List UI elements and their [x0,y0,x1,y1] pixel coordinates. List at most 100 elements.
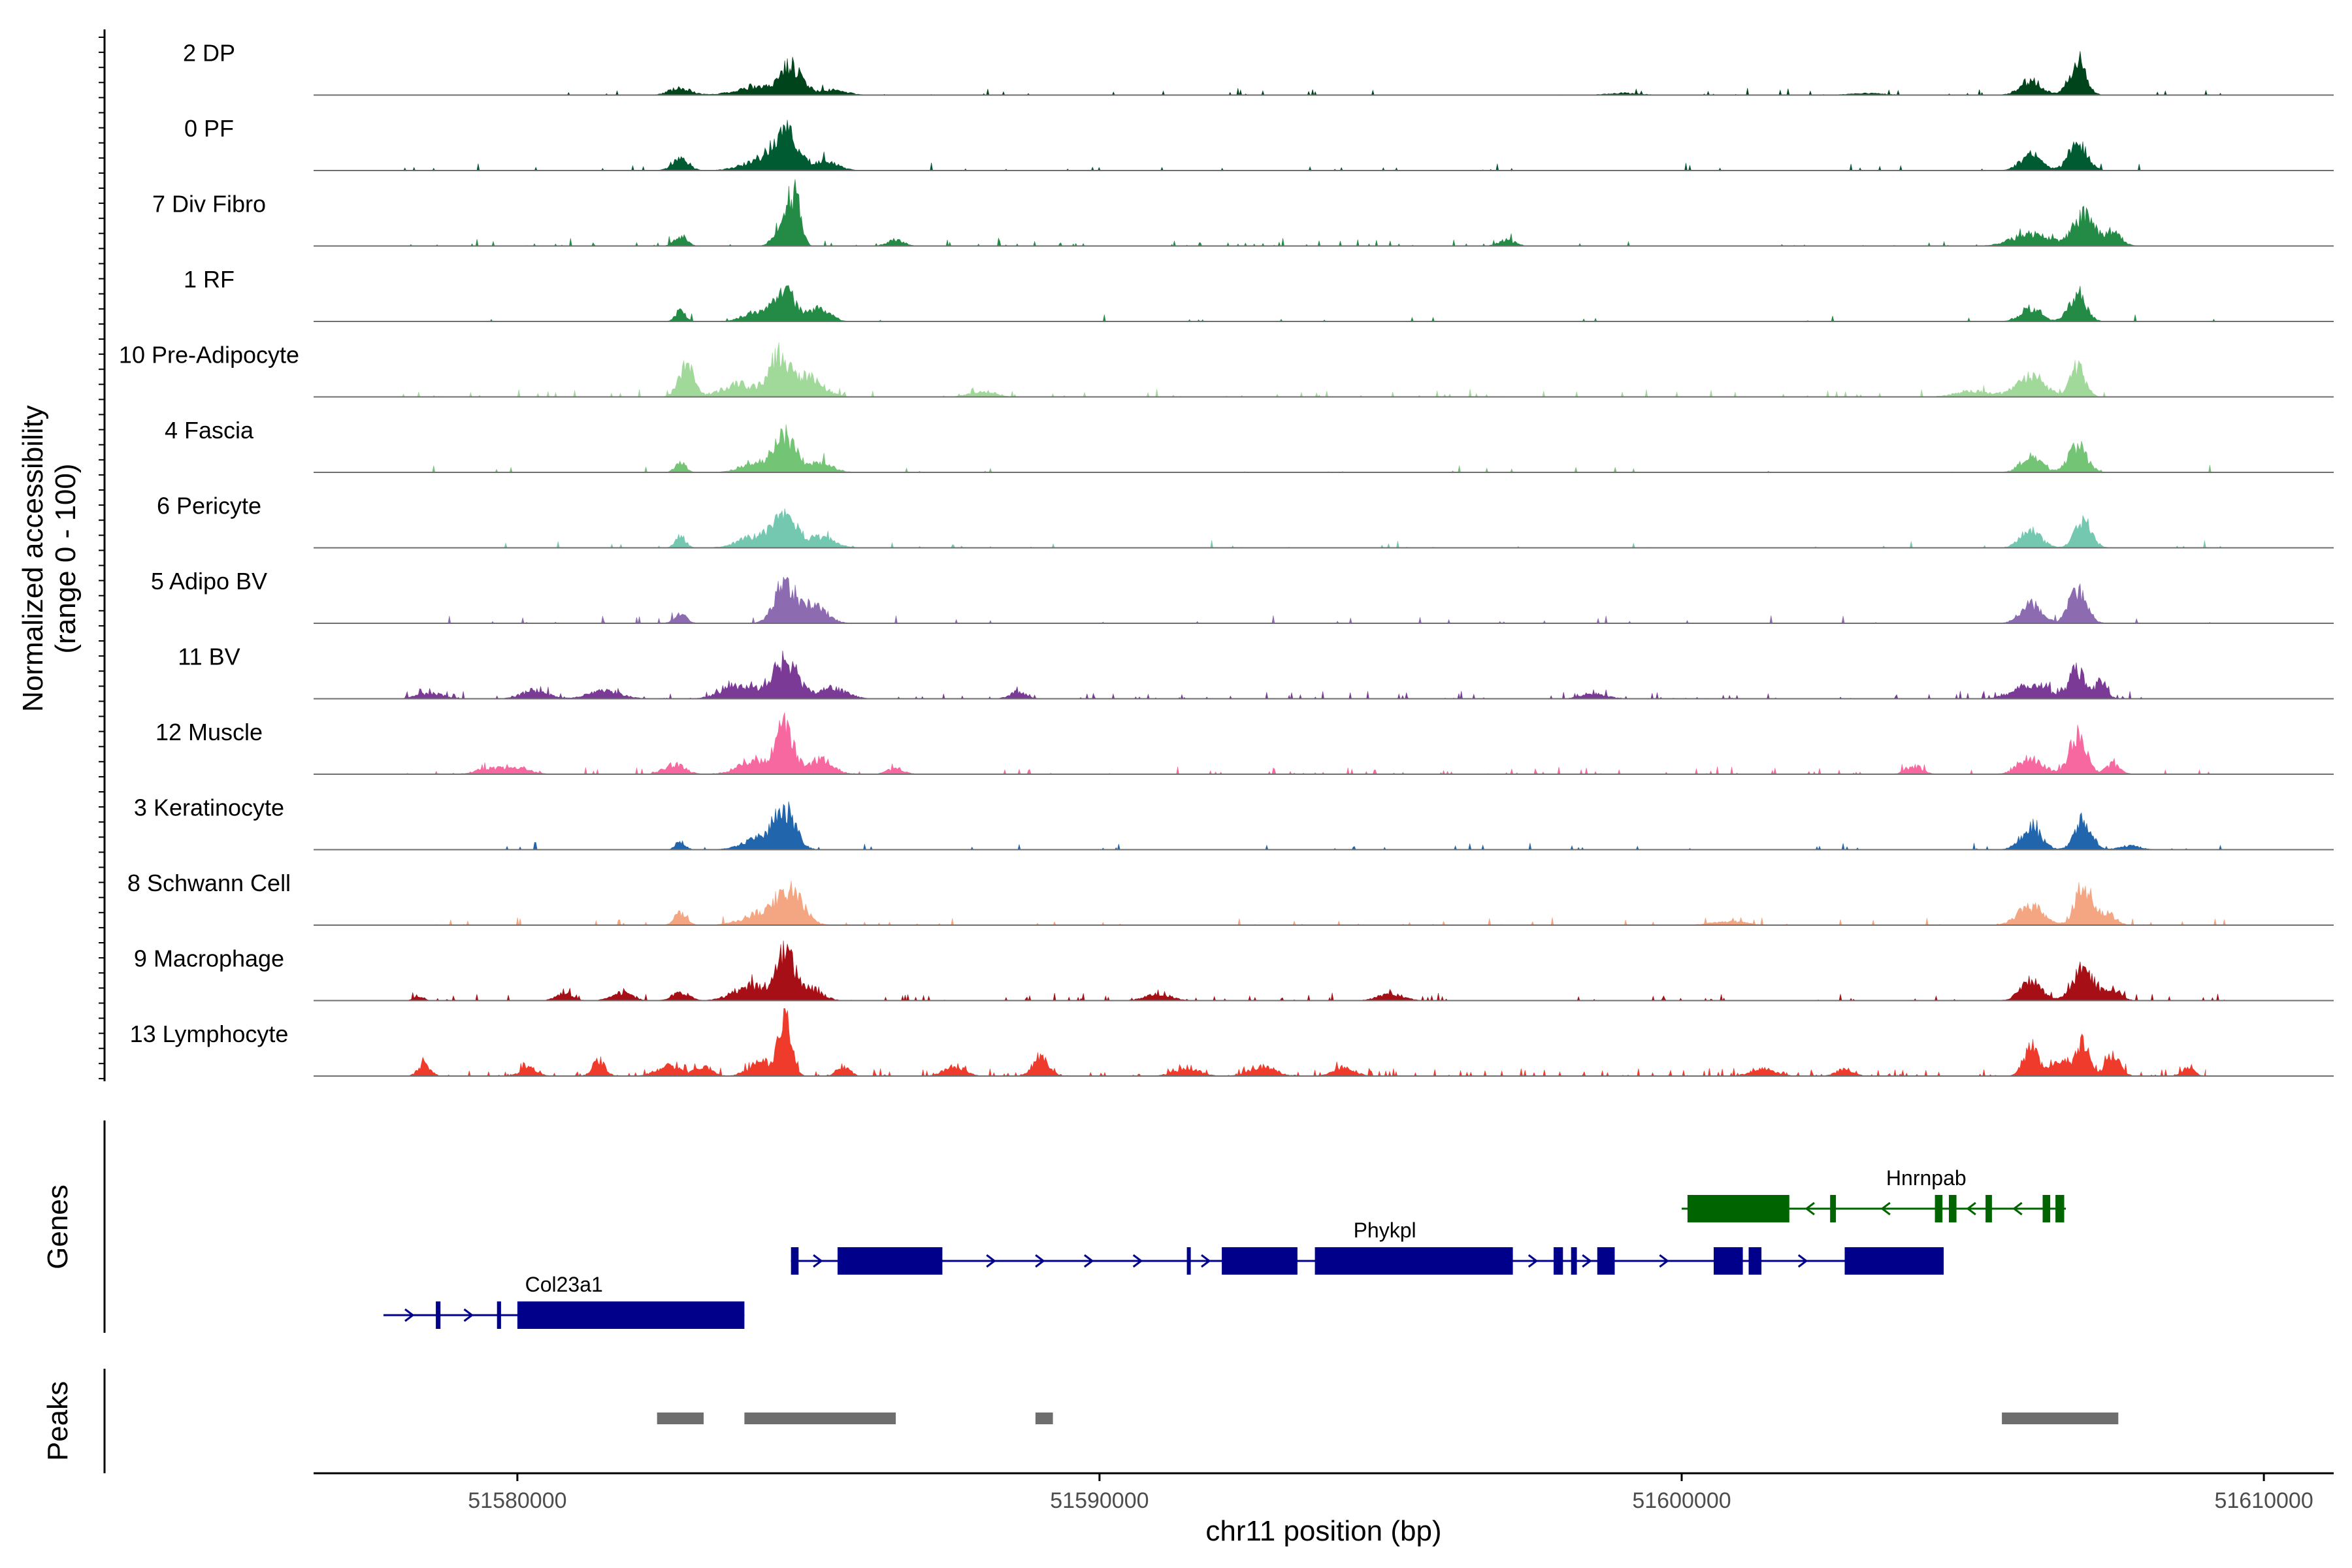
strand-arrow [1797,1254,1808,1268]
track: 9 Macrophage [134,940,2334,1002]
strand-arrow [2012,1201,2023,1216]
track-label: 0 PF [184,115,234,142]
coverage-area [400,508,2235,548]
strand-arrow [1966,1201,1976,1216]
x-tick-label: 51600000 [1632,1488,1731,1513]
strand-arrow [986,1254,996,1268]
gene-col23a1: Col23a1 [383,1273,745,1329]
coverage-tracks: 2 DP 0 PF 7 Div Fibro 1 RF 10 Pre-Adipocyte 4… [119,40,2334,1077]
exon [1571,1247,1577,1275]
track-label: 10 Pre-Adipocyte [119,342,299,368]
peaks-panel-title: Peaks [42,1381,74,1461]
strand-arrow [1084,1254,1094,1268]
track: 10 Pre-Adipocyte [119,342,2334,398]
strand-arrow [1582,1254,1592,1268]
strand-arrow [463,1308,474,1322]
track: 1 RF [184,266,2334,322]
x-axis: 51580000 51590000 51600000 51610000 [468,1473,2313,1513]
strand-arrow [404,1308,415,1322]
exon [838,1247,943,1275]
exon [1554,1247,1563,1275]
coverage-area [400,424,2235,473]
strand-arrow [1880,1201,1891,1216]
track: 4 Fascia [165,417,2334,473]
strand-arrow [1659,1254,1669,1268]
track-label: 11 BV [178,644,240,670]
exon [1597,1247,1615,1275]
exon [1687,1195,1789,1222]
peak-region [744,1413,896,1424]
track: 13 Lymphocyte [130,1008,2334,1077]
track-label: 4 Fascia [165,417,254,444]
strand-arrow [1527,1254,1539,1268]
coverage-area [400,650,2148,700]
exon [517,1301,745,1329]
coverage-area [400,801,2235,851]
exon [436,1301,441,1329]
coverage-area [400,51,2235,96]
exon [1315,1247,1513,1275]
peak-region [2002,1413,2119,1424]
gene-hnrnpab: Hnrnpab [1682,1166,2066,1222]
gene-label: Col23a1 [525,1273,603,1296]
gene-phykpl: Phykpl [791,1218,1944,1275]
coverage-area [400,1008,2206,1077]
exon [1830,1195,1837,1222]
coverage-area [400,120,2235,171]
track: 8 Schwann Cell [127,870,2334,926]
strand-arrow [1201,1254,1211,1268]
exon [1748,1247,1762,1275]
accessibility-y-axis [99,29,106,1081]
coverage-area [400,881,2235,926]
x-axis-title: chr11 position (bp) [1205,1515,1441,1547]
track-label: 7 Div Fibro [152,191,266,218]
x-tick-label: 51580000 [468,1488,566,1513]
exon [497,1301,501,1329]
exon [1844,1247,1944,1275]
exon [2042,1195,2051,1222]
exon [1222,1247,1298,1275]
track-label: 5 Adipo BV [151,568,267,595]
strand-arrow [1035,1254,1045,1268]
x-tick-label: 51610000 [2214,1488,2313,1513]
coverage-area [400,712,2235,776]
peak-regions [657,1413,2119,1424]
gene-label: Hnrnpab [1886,1166,1967,1190]
track-label: 13 Lymphocyte [130,1021,289,1047]
gene-annotations: Hnrnpab Phykpl Col23a1 [383,1166,2066,1329]
peak-region [657,1413,704,1424]
strand-arrow [1132,1254,1143,1268]
track-label: 1 RF [184,266,235,293]
y-axis-title: Normalized accessibility [17,405,49,711]
track-label: 6 Pericyte [157,493,261,519]
coverage-area [400,576,2235,624]
exon [1186,1247,1191,1275]
coverage-area [400,179,2148,247]
track-label: 12 Muscle [155,719,263,745]
track-label: 2 DP [183,40,235,67]
gene-label: Phykpl [1354,1218,1416,1242]
strand-arrow [1805,1201,1815,1216]
track: 7 Div Fibro [152,179,2334,247]
exon [2055,1195,2065,1222]
track: 6 Pericyte [157,493,2334,549]
track: 2 DP [183,40,2334,96]
coverage-area [400,940,2235,1002]
exon [1714,1247,1743,1275]
track-label: 8 Schwann Cell [127,870,291,896]
track-label: 9 Macrophage [134,945,284,972]
track: 11 BV [178,644,2334,700]
coverage-area [400,285,2235,322]
genes-panel-title: Genes [42,1184,74,1269]
exon [1985,1195,1992,1222]
track: 12 Muscle [155,712,2334,776]
track-label: 3 Keratinocyte [134,794,284,821]
coverage-area [400,342,2177,398]
peak-region [1035,1413,1053,1424]
track: 0 PF [184,115,2334,171]
strand-arrow [813,1254,823,1268]
x-tick-label: 51590000 [1050,1488,1149,1513]
track: 5 Adipo BV [151,568,2334,624]
exon [1949,1195,1957,1222]
